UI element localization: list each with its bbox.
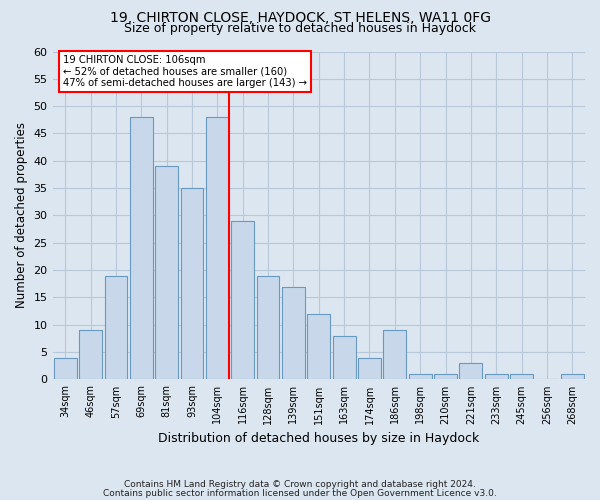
X-axis label: Distribution of detached houses by size in Haydock: Distribution of detached houses by size … [158,432,479,445]
Bar [155,166,178,380]
Bar [206,117,229,380]
Bar [510,374,533,380]
Text: Size of property relative to detached houses in Haydock: Size of property relative to detached ho… [124,22,476,35]
Bar [231,221,254,380]
Bar [282,286,305,380]
Bar [54,358,77,380]
Bar [485,374,508,380]
Bar [104,276,127,380]
Bar [79,330,102,380]
Bar [307,314,330,380]
Bar [358,358,381,380]
Text: 19, CHIRTON CLOSE, HAYDOCK, ST HELENS, WA11 0FG: 19, CHIRTON CLOSE, HAYDOCK, ST HELENS, W… [110,11,491,25]
Y-axis label: Number of detached properties: Number of detached properties [15,122,28,308]
Text: Contains HM Land Registry data © Crown copyright and database right 2024.: Contains HM Land Registry data © Crown c… [124,480,476,489]
Bar [181,188,203,380]
Bar [409,374,431,380]
Bar [383,330,406,380]
Bar [561,374,584,380]
Bar [434,374,457,380]
Text: 19 CHIRTON CLOSE: 106sqm
← 52% of detached houses are smaller (160)
47% of semi-: 19 CHIRTON CLOSE: 106sqm ← 52% of detach… [63,55,307,88]
Bar [257,276,280,380]
Bar [130,117,152,380]
Text: Contains public sector information licensed under the Open Government Licence v3: Contains public sector information licen… [103,488,497,498]
Bar [460,363,482,380]
Bar [333,336,356,380]
